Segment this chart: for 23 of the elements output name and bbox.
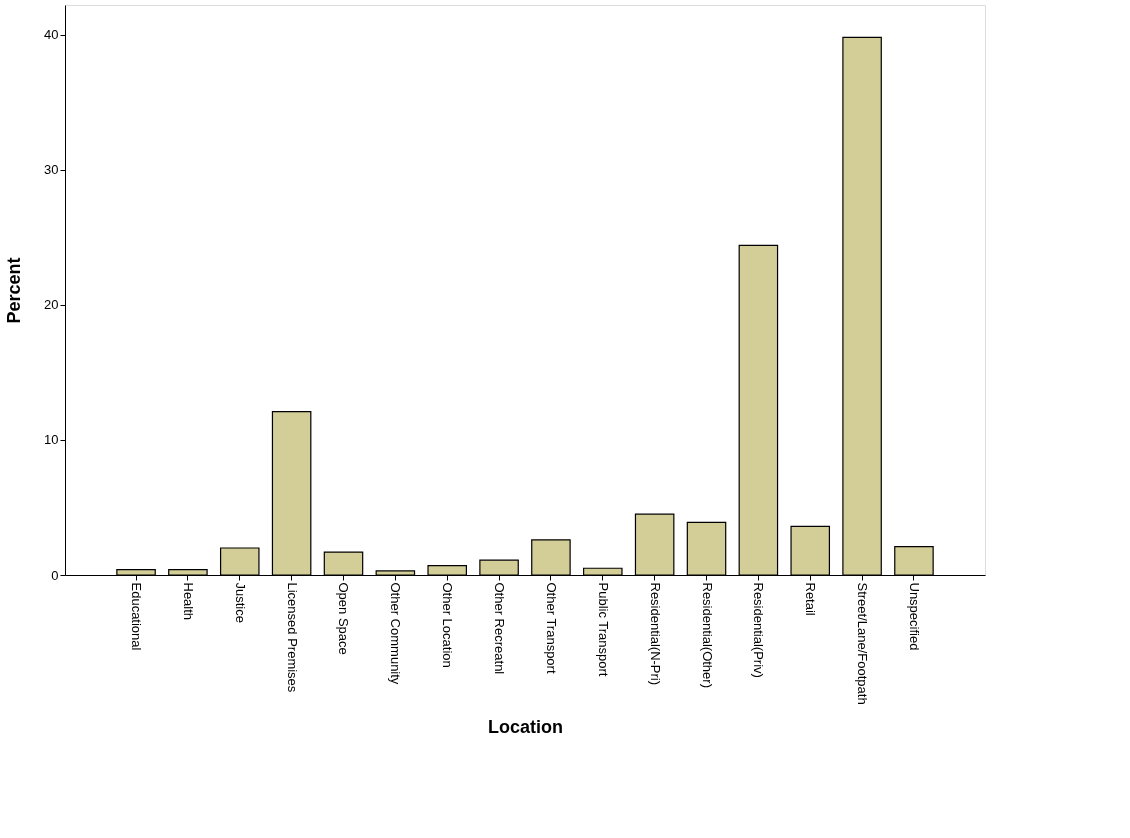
x-tick-label: Retail xyxy=(803,582,819,616)
x-tick-label: Justice xyxy=(232,582,248,623)
x-tick-label: Other Location xyxy=(440,582,456,668)
x-tick-label: Health xyxy=(180,582,196,621)
x-tick-label: Licensed Premises xyxy=(284,582,300,693)
x-tick-label: Other Transport xyxy=(543,582,559,674)
x-tick-label: Residential(N-Pri) xyxy=(647,582,663,686)
x-tick-label: Unspecified xyxy=(906,582,922,651)
x-tick-label: Educational xyxy=(129,582,145,651)
x-tick-label: Public Transport xyxy=(595,582,611,677)
x-tick-label: Street/Lane/Footpath xyxy=(855,582,871,705)
y-tick-label: 10 xyxy=(44,432,59,448)
y-tick-label: 30 xyxy=(44,162,59,178)
y-tick-label: 40 xyxy=(44,27,59,43)
x-tick-label: Open Space xyxy=(336,582,352,655)
y-tick-label: 0 xyxy=(51,567,59,583)
x-tick-label: Residential(Other) xyxy=(699,582,715,688)
x-tick-label: Residential(Priv) xyxy=(751,582,767,678)
x-axis-title: Location xyxy=(488,716,563,737)
y-axis-title: Percent xyxy=(4,257,25,324)
x-tick-label: Other Community xyxy=(388,582,404,685)
y-tick-label: 20 xyxy=(44,297,59,313)
x-tick-label: Other Recreatnl xyxy=(492,582,508,675)
